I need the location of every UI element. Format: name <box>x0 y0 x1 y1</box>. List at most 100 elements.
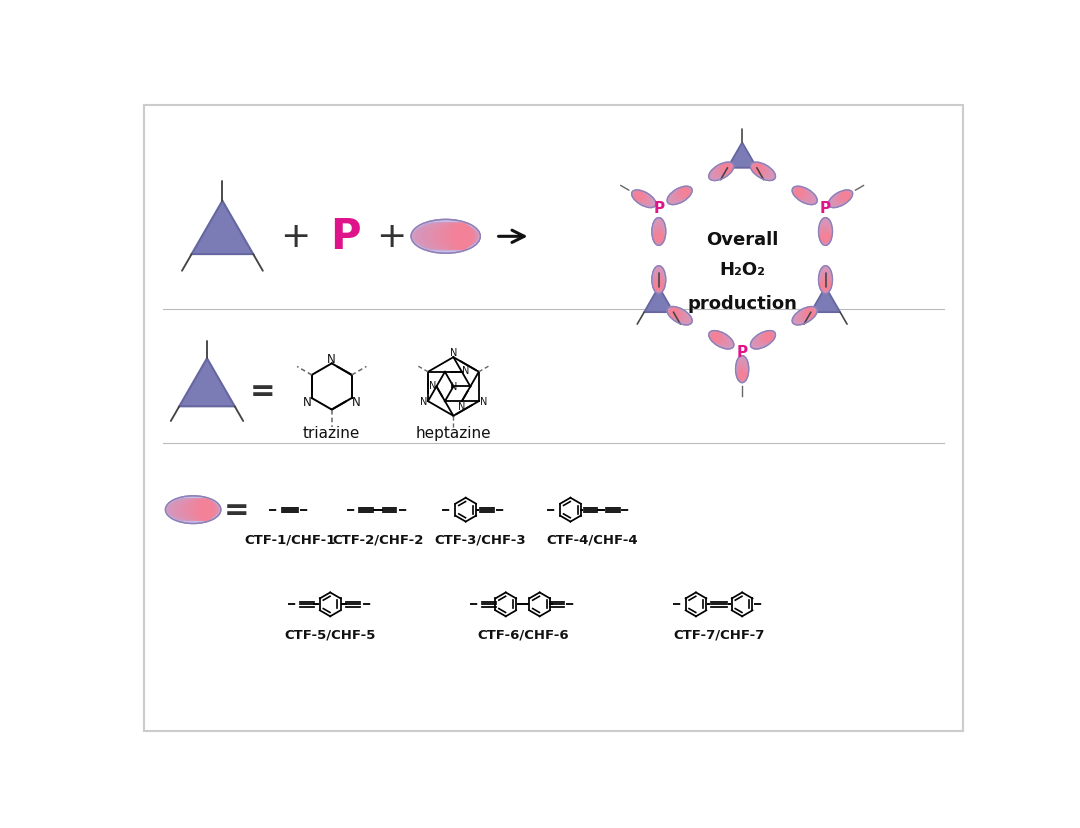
Ellipse shape <box>653 269 664 294</box>
Ellipse shape <box>753 338 764 349</box>
Ellipse shape <box>820 224 832 245</box>
Ellipse shape <box>172 498 190 522</box>
Ellipse shape <box>794 313 807 325</box>
Ellipse shape <box>820 222 832 229</box>
Ellipse shape <box>762 169 773 181</box>
Ellipse shape <box>717 164 732 176</box>
Text: N: N <box>449 348 457 358</box>
Ellipse shape <box>756 332 774 346</box>
Ellipse shape <box>670 309 691 325</box>
Ellipse shape <box>667 307 692 325</box>
Ellipse shape <box>411 220 481 254</box>
Ellipse shape <box>751 164 773 180</box>
Text: N: N <box>458 402 465 412</box>
Ellipse shape <box>820 280 832 291</box>
Ellipse shape <box>737 363 747 382</box>
Ellipse shape <box>670 194 679 205</box>
Ellipse shape <box>724 163 731 174</box>
Text: CTF-6/CHF-6: CTF-6/CHF-6 <box>477 628 568 640</box>
Ellipse shape <box>751 164 774 181</box>
Ellipse shape <box>759 332 774 344</box>
Ellipse shape <box>820 219 832 242</box>
Ellipse shape <box>820 270 832 279</box>
Ellipse shape <box>842 191 850 201</box>
Ellipse shape <box>667 308 690 324</box>
Ellipse shape <box>674 311 691 325</box>
Ellipse shape <box>633 191 648 204</box>
Ellipse shape <box>794 188 810 201</box>
Ellipse shape <box>441 224 474 251</box>
Ellipse shape <box>737 359 747 366</box>
Ellipse shape <box>667 308 691 325</box>
Ellipse shape <box>755 332 774 347</box>
Ellipse shape <box>710 332 733 349</box>
Text: N: N <box>449 382 457 392</box>
Ellipse shape <box>737 368 747 381</box>
Ellipse shape <box>677 313 690 325</box>
Ellipse shape <box>643 197 653 208</box>
Ellipse shape <box>710 332 728 346</box>
Ellipse shape <box>806 308 815 319</box>
Text: P: P <box>820 200 832 215</box>
Ellipse shape <box>800 192 815 205</box>
Ellipse shape <box>760 332 773 344</box>
Ellipse shape <box>755 166 774 181</box>
Ellipse shape <box>710 165 731 181</box>
Ellipse shape <box>820 219 832 245</box>
Ellipse shape <box>653 271 664 293</box>
Ellipse shape <box>820 269 832 294</box>
Ellipse shape <box>829 193 850 208</box>
Ellipse shape <box>711 332 727 345</box>
Ellipse shape <box>670 308 678 318</box>
Ellipse shape <box>645 197 653 208</box>
Ellipse shape <box>653 272 664 293</box>
Ellipse shape <box>820 268 832 284</box>
Ellipse shape <box>671 310 691 325</box>
Ellipse shape <box>752 164 768 177</box>
Ellipse shape <box>737 373 747 380</box>
Ellipse shape <box>794 313 806 325</box>
Ellipse shape <box>752 332 775 349</box>
Ellipse shape <box>653 268 664 284</box>
Ellipse shape <box>737 356 747 383</box>
Ellipse shape <box>419 224 442 251</box>
Ellipse shape <box>669 190 687 205</box>
Ellipse shape <box>653 222 664 229</box>
Ellipse shape <box>820 284 832 291</box>
Ellipse shape <box>653 219 664 243</box>
Ellipse shape <box>710 164 733 181</box>
Ellipse shape <box>737 364 747 382</box>
Ellipse shape <box>719 164 732 176</box>
Ellipse shape <box>820 232 832 243</box>
Ellipse shape <box>737 359 747 383</box>
Ellipse shape <box>820 221 832 233</box>
Ellipse shape <box>795 315 802 325</box>
Ellipse shape <box>753 164 766 176</box>
Ellipse shape <box>634 191 645 202</box>
Ellipse shape <box>653 221 664 233</box>
Ellipse shape <box>793 188 813 203</box>
Text: P: P <box>653 200 664 215</box>
Ellipse shape <box>669 193 683 205</box>
Ellipse shape <box>753 165 774 181</box>
Ellipse shape <box>673 188 691 202</box>
Ellipse shape <box>793 188 816 205</box>
Ellipse shape <box>653 233 664 243</box>
Ellipse shape <box>634 193 656 208</box>
Ellipse shape <box>820 219 832 246</box>
Ellipse shape <box>737 357 747 381</box>
Ellipse shape <box>792 307 818 325</box>
Ellipse shape <box>653 269 664 281</box>
Ellipse shape <box>794 188 811 202</box>
Ellipse shape <box>711 171 719 181</box>
Ellipse shape <box>752 164 775 181</box>
Ellipse shape <box>820 269 832 281</box>
Ellipse shape <box>737 359 747 370</box>
Ellipse shape <box>831 198 839 208</box>
Ellipse shape <box>752 335 768 349</box>
Ellipse shape <box>670 193 680 205</box>
Ellipse shape <box>794 310 811 325</box>
Ellipse shape <box>708 163 733 181</box>
Ellipse shape <box>751 333 773 349</box>
Ellipse shape <box>677 188 690 200</box>
